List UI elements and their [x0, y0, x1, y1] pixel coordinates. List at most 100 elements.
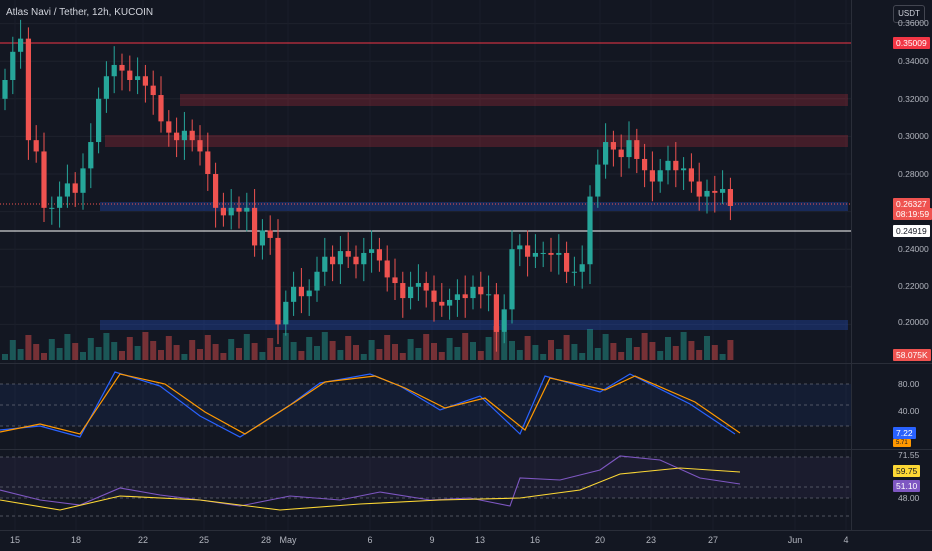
candle-body — [376, 249, 382, 261]
volume-bar — [72, 343, 79, 360]
volume-bar — [306, 337, 313, 360]
candle-body — [493, 294, 499, 332]
candle-body — [275, 237, 281, 325]
candle-body — [618, 149, 624, 158]
candle-body — [634, 140, 640, 159]
candle-body — [291, 286, 297, 302]
candle-body — [720, 189, 726, 193]
candle-body — [49, 207, 55, 209]
candle-body — [10, 51, 16, 80]
volume-bar — [384, 335, 391, 360]
candle-body — [306, 290, 312, 297]
candle-body — [696, 181, 702, 197]
candle-body — [111, 64, 117, 77]
candle-body — [548, 252, 554, 255]
candle-body — [369, 249, 375, 253]
price-tick: 0.20000 — [898, 317, 929, 327]
candle-body — [384, 260, 390, 278]
volume-bar — [17, 349, 24, 360]
stoch-k-line — [0, 371, 736, 438]
stoch-tick: 80.00 — [898, 379, 920, 389]
volume-bar — [259, 352, 266, 360]
volume-bar — [626, 338, 632, 360]
volume-bar — [415, 348, 422, 360]
candle-body — [470, 286, 476, 299]
candle-body — [18, 38, 24, 52]
pane-divider[interactable] — [0, 449, 932, 450]
candle-body — [587, 196, 593, 265]
candle-body — [150, 85, 156, 96]
candle-body — [556, 252, 562, 255]
last-price-badge: 0.26327 — [893, 198, 930, 210]
candle-body — [673, 160, 679, 171]
candle-body — [447, 299, 453, 306]
volume-bar — [555, 349, 562, 360]
stoch-d-line — [0, 373, 741, 435]
volume-bar — [594, 348, 601, 360]
candle-body — [252, 207, 258, 246]
volume-bar — [485, 337, 492, 360]
volume-bar — [267, 338, 274, 360]
volume-bar — [142, 332, 149, 360]
volume-bar — [41, 353, 47, 360]
volume-bar — [610, 343, 617, 360]
candle-body — [657, 170, 663, 182]
price-tick: 0.22000 — [898, 281, 929, 291]
volume-bar — [571, 344, 578, 360]
candle-body — [486, 294, 492, 296]
rsi-tick: 71.55 — [898, 450, 920, 460]
volume-bar — [470, 342, 476, 360]
volume-bar — [368, 340, 375, 360]
volume-bar — [665, 337, 671, 360]
volume-bar — [477, 351, 484, 360]
candle-body — [213, 174, 219, 208]
candle-body — [267, 230, 273, 238]
volume-bar — [454, 347, 461, 360]
price-tick: 0.36000 — [898, 18, 929, 28]
horizontal-level-badge: 0.24919 — [893, 225, 930, 237]
volume-bar — [704, 336, 710, 360]
time-label: 13 — [474, 535, 486, 545]
volume-bar — [87, 338, 94, 360]
volume-bar — [290, 342, 297, 360]
currency-button[interactable]: USDT — [893, 5, 925, 23]
time-label: 22 — [137, 535, 149, 545]
volume-bar — [532, 345, 539, 360]
symbol-title[interactable]: Atlas Navi / Tether, 12h, KUCOIN — [6, 7, 154, 18]
candle-body — [642, 158, 648, 171]
candle-body — [41, 151, 47, 208]
candle-body — [174, 132, 180, 141]
volume-bar — [540, 354, 547, 360]
candle-body — [135, 76, 141, 80]
rsi-band — [0, 457, 851, 498]
candle-body — [166, 121, 172, 133]
volume-bar — [516, 350, 523, 360]
candle-body — [509, 249, 515, 310]
candle-body — [322, 256, 328, 272]
volume-bar — [392, 344, 398, 360]
candle-body — [626, 140, 632, 158]
candle-body — [236, 207, 242, 212]
candle-body — [64, 183, 70, 197]
candle-body — [525, 245, 531, 257]
pane-divider[interactable] — [0, 363, 932, 364]
stoch-k-badge: 7.22 — [893, 427, 916, 439]
volume-bar — [165, 336, 172, 360]
time-axis[interactable]: 15 18 22 25 28 May 6 9 13 16 20 23 27 Ju… — [0, 530, 932, 551]
candle-body — [158, 95, 164, 122]
volume-bar — [727, 340, 734, 360]
candle-body — [142, 76, 148, 86]
price-axis[interactable] — [851, 0, 932, 530]
candle-body — [462, 294, 468, 299]
candle-body — [25, 38, 31, 141]
volume-bar — [158, 350, 164, 360]
volume-bar — [56, 348, 63, 360]
candle-body — [330, 256, 336, 265]
volume-bar — [696, 350, 703, 360]
stoch-tick: 40.00 — [898, 406, 920, 416]
volume-bar — [579, 353, 586, 360]
price-chart[interactable] — [0, 0, 851, 530]
price-tick: 0.32000 — [898, 94, 929, 104]
candle-body — [439, 301, 445, 306]
volume-bar — [345, 336, 352, 360]
